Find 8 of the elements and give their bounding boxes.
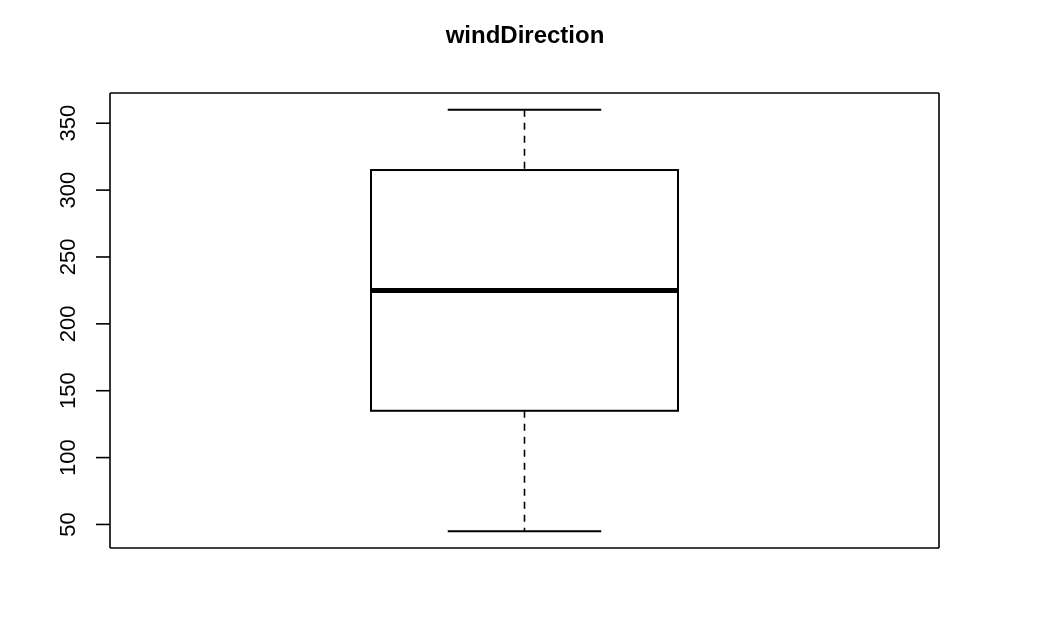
y-tick-label: 300: [54, 171, 80, 209]
y-tick-label: 100: [54, 439, 80, 476]
y-tick-label: 200: [54, 305, 80, 343]
chart-title: windDirection: [444, 20, 606, 50]
y-tick-label: 350: [54, 104, 80, 142]
y-tick-label: 150: [54, 372, 80, 410]
y-tick-label: 50: [54, 512, 80, 537]
y-tick-label: 250: [54, 238, 80, 276]
